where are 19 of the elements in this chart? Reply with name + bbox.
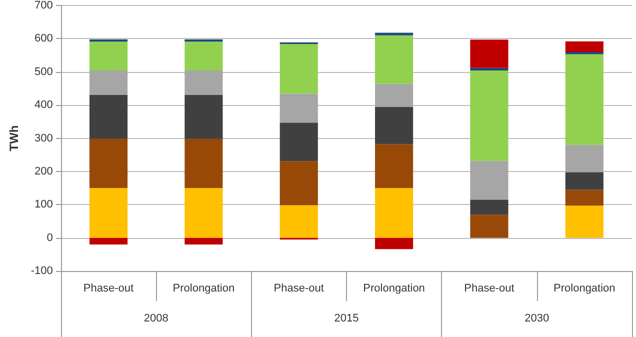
y-tick-label: 600 — [34, 32, 53, 45]
x-tick-label: Phase-out — [464, 282, 514, 294]
y-tick-label: 100 — [34, 198, 53, 211]
x-tick-label: Prolongation — [172, 282, 235, 294]
text: 2015 — [334, 312, 359, 324]
y-tick-label: 200 — [34, 165, 53, 178]
y-axis-title: TWh — [7, 125, 21, 152]
y-tick-label: 400 — [34, 99, 53, 112]
text: 2008 — [144, 312, 168, 324]
x-tick-label: Phase-out — [83, 282, 134, 294]
y-tick-label: -100 — [30, 265, 53, 277]
x-tick-label: Prolongation — [554, 282, 616, 294]
y-tick-label: 0 — [46, 232, 53, 244]
x-tick-label: Phase-out — [274, 282, 324, 294]
y-tick-label: 700 — [34, 0, 53, 12]
y-tick-label: 300 — [34, 132, 53, 144]
y-tick-label: 500 — [34, 66, 53, 78]
x-tick-label: Prolongation — [363, 282, 425, 294]
text: 2030 — [524, 312, 550, 324]
